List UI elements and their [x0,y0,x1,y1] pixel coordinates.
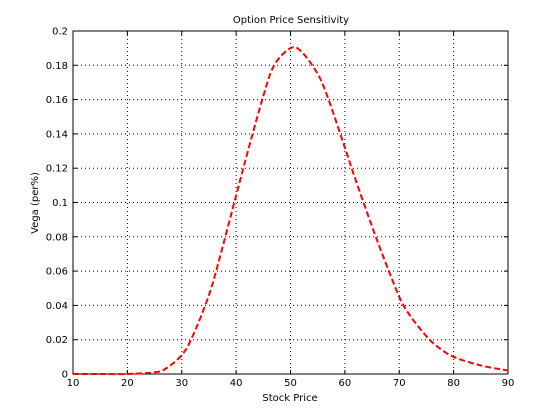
x-tick-label: 60 [339,378,352,389]
x-tick-label: 50 [284,378,297,389]
y-axis-label: Vega (per%) [30,172,41,234]
y-tick-label: 0.08 [46,232,68,243]
y-tick-label: 0.06 [46,267,68,278]
axis-ticks: 10 20 30 40 50 60 70 80 90 0 0.02 0.04 0.06 0.08 0.1 0.… [46,27,515,390]
y-tick-label: 0.02 [46,335,68,346]
x-tick-label: 80 [447,378,460,389]
y-tick-label: 0.2 [52,27,68,38]
grid-lines [73,31,508,374]
y-tick-label: 0.14 [46,129,68,140]
x-tick-label: 70 [393,378,406,389]
series-layer [72,46,509,376]
x-tick-label: 40 [230,378,243,389]
y-tick-label: 0 [62,370,68,381]
plot-area-frame [72,30,509,375]
series-line-0 [72,46,509,376]
x-tick-label: 10 [67,378,80,389]
x-tick-label: 90 [502,378,515,389]
y-tick-label: 0.1 [52,198,68,209]
x-tick-label: 20 [121,378,134,389]
x-axis-label: Stock Price [262,393,317,404]
chart-title: Option Price Sensitivity [233,15,349,26]
y-tick-label: 0.04 [46,301,68,312]
y-tick-label: 0.12 [46,164,68,175]
y-tick-label: 0.18 [46,61,68,72]
x-tick-label: 30 [175,378,188,389]
y-tick-label: 0.16 [46,95,68,106]
